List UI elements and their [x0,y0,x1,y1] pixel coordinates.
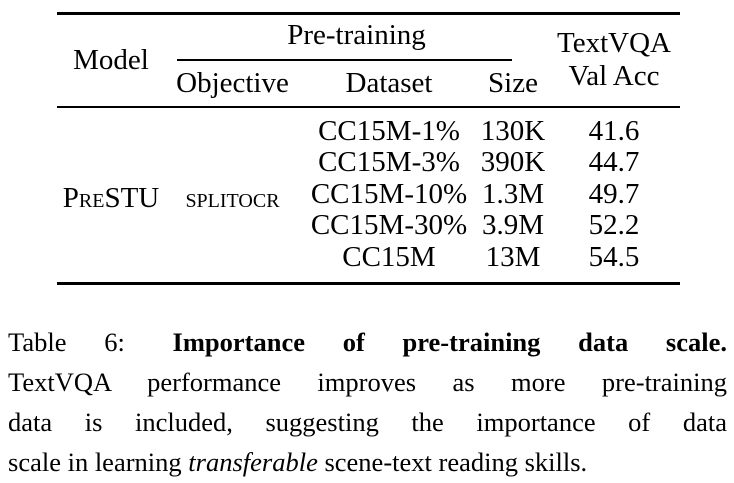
column-group-header-pretraining: Pre-training [165,14,548,61]
cell-size: 1.3M [481,177,545,210]
cell-dataset: CC15M [342,240,436,273]
caption-line-4: scale in learning transferable scene-tex… [8,442,727,482]
metric-header-line2: Val Acc [568,60,660,93]
cell-dataset: CC15M-1% [318,114,460,147]
cell-size: 130K [480,114,546,147]
cell-val-acc: 44.7 [588,146,640,178]
caption-line4-pre: scale in learning [8,447,189,477]
table-caption: Table 6: Importance of pre-training data… [8,322,727,482]
cell-size: 13M [485,240,541,273]
cell-val-acc: 52.2 [588,209,640,241]
cell-dataset: CC15M-30% [310,209,468,241]
column-header-model: Model [73,43,149,76]
caption-italic-transferable: transferable [188,447,318,477]
table-row: PreSTU splitocr CC15M-1% 130K 41.6 [57,107,680,214]
cell-dataset: CC15M-3% [318,146,460,178]
caption-title-bold: Importance of pre-training data scale. [172,327,727,357]
model-name-caps1: P [62,182,79,214]
results-table: Model Pre-training TextVQA Val Acc Objec… [57,12,680,285]
table-row: CC15M-10% 1.3M 49.7 [57,177,680,211]
model-name-caps2: STU [104,182,160,214]
model-name-smallcaps: re [78,182,105,214]
table-row: CC15M-3% 390K 44.7 [57,146,680,179]
cell-val-acc: 41.6 [588,114,640,147]
column-header-textvqa-val-acc: TextVQA Val Acc [548,14,680,107]
cell-val-acc: 54.5 [588,240,640,273]
pretraining-cmidrule [177,59,512,61]
column-header-size: Size [488,66,538,99]
cell-size: 3.9M [481,209,545,241]
column-header-objective: Objective [176,66,289,99]
table-row: CC15M 13M 54.5 [57,240,680,284]
cell-val-acc: 49.7 [588,177,640,210]
caption-line4-post: scene-text reading skills. [317,447,588,477]
table-number-label: Table 6: [8,327,125,357]
caption-line-1: Table 6: Importance of pre-training data… [8,322,727,362]
cell-size: 390K [480,146,546,178]
cell-objective-splitocr: splitocr [185,182,280,214]
pretraining-group-label: Pre-training [287,19,426,51]
caption-line-3: data is included, suggesting the importa… [8,407,727,437]
cell-dataset: CC15M-10% [310,177,468,210]
metric-header-line1: TextVQA [557,27,671,60]
cell-model-prestu: PreSTU [57,107,165,284]
caption-line-2: TextVQA performance improves as more pre… [8,367,727,397]
table-row: CC15M-30% 3.9M 52.2 [57,209,680,242]
column-header-dataset: Dataset [345,66,433,99]
